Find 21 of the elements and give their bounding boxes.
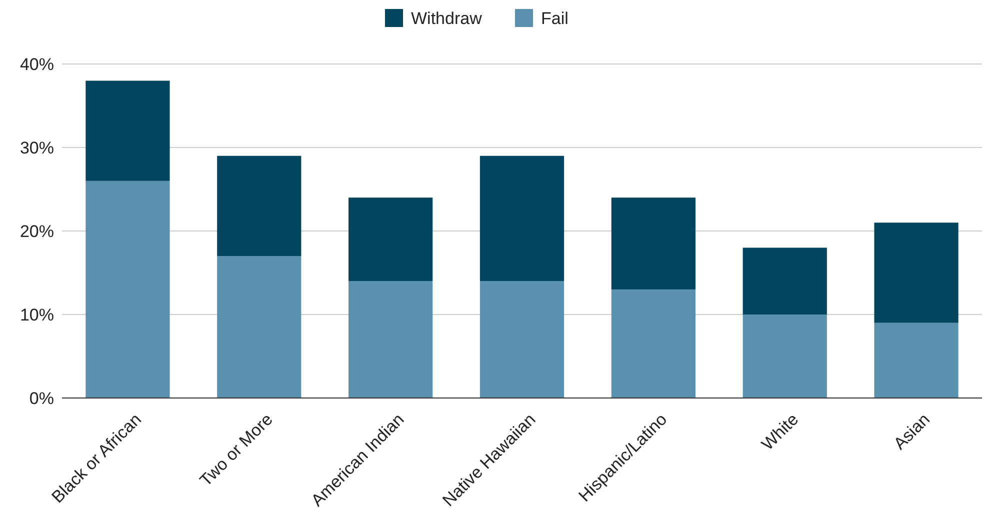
- bar: [611, 289, 696, 398]
- bar: [874, 222, 958, 323]
- legend-label: Withdraw: [411, 8, 483, 28]
- bar: [86, 80, 170, 181]
- y-tick-label: 40%: [20, 54, 54, 74]
- bar: [480, 156, 564, 282]
- bar: [611, 198, 696, 290]
- bar: [742, 248, 827, 314]
- bar: [217, 156, 302, 256]
- y-tick-label: 20%: [20, 222, 54, 241]
- bar: [348, 281, 433, 398]
- legend-label: Fail: [541, 8, 568, 28]
- bar: [874, 322, 958, 398]
- bar: [217, 256, 302, 398]
- y-tick-label: 30%: [20, 138, 54, 158]
- bar: [742, 314, 827, 398]
- bar: [86, 180, 170, 398]
- y-tick-label: 10%: [20, 305, 54, 324]
- bar: [480, 281, 564, 398]
- bar: [348, 198, 433, 282]
- y-tick-label: 0%: [29, 388, 54, 408]
